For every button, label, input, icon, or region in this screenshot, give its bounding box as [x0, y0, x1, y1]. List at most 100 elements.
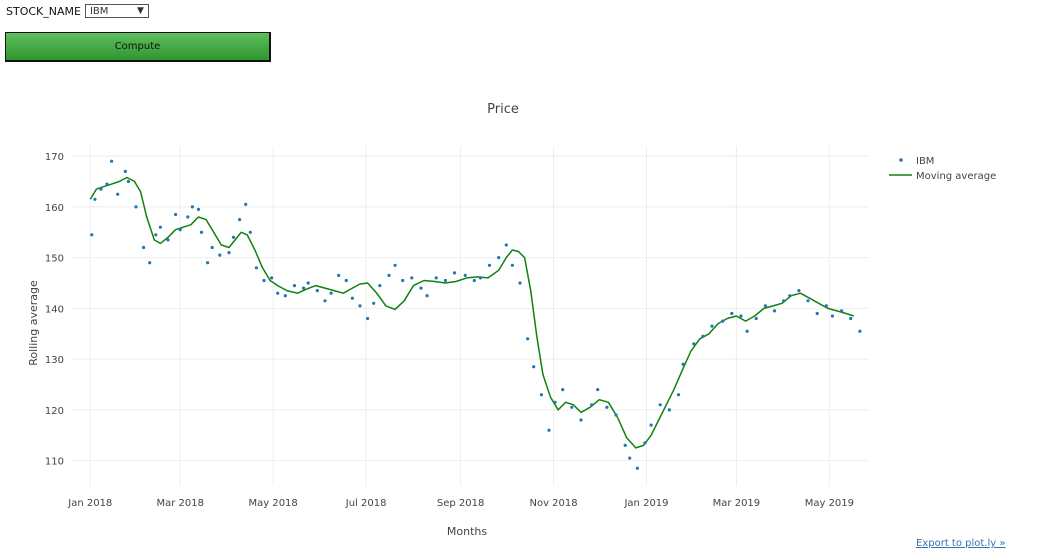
data-point: [134, 205, 138, 209]
data-point: [532, 365, 536, 369]
data-point: [539, 393, 544, 397]
data-point: [772, 309, 777, 313]
data-point: [730, 311, 734, 316]
data-point: [452, 271, 457, 275]
y-axis-label: Rolling average: [27, 280, 40, 366]
x-tick-label: Mar 2019: [713, 498, 761, 509]
y-tick-label: 120: [45, 406, 64, 417]
data-point: [270, 276, 274, 280]
data-point: [667, 408, 672, 412]
data-point: [518, 281, 522, 285]
stock-name-label: STOCK_NAME: [6, 4, 81, 18]
data-point: [596, 388, 600, 392]
data-point: [754, 316, 758, 321]
legend-label-ibm: IBM: [916, 156, 934, 167]
x-tick-label: May 2019: [805, 498, 854, 509]
data-point: [99, 187, 103, 191]
data-point: [90, 233, 94, 237]
moving-average-line: [89, 176, 855, 449]
data-point: [676, 393, 681, 397]
data-point: [692, 342, 696, 346]
data-point: [323, 299, 327, 303]
data-point: [393, 263, 397, 267]
data-point: [276, 291, 280, 295]
data-point: [262, 278, 266, 283]
x-tick-label: Sep 2018: [437, 498, 484, 509]
data-point: [635, 466, 640, 470]
data-point: [605, 405, 609, 409]
data-point: [487, 263, 492, 267]
data-point: [166, 238, 170, 242]
data-point: [196, 207, 201, 211]
x-tick-label: Jan 2019: [623, 498, 668, 509]
data-point: [425, 294, 429, 298]
data-point: [337, 273, 341, 277]
data-point: [158, 225, 162, 229]
data-point: [358, 304, 362, 308]
data-point: [561, 388, 565, 392]
data-point: [254, 266, 258, 270]
data-point: [116, 192, 120, 196]
data-point: [178, 228, 182, 232]
data-point: [649, 423, 653, 427]
data-point: [739, 314, 743, 318]
data-point: [410, 276, 414, 280]
legend-label-moving-average: Moving average: [916, 171, 996, 182]
data-point: [858, 329, 862, 333]
data-point: [283, 294, 287, 298]
data-point: [186, 215, 190, 219]
y-tick-label: 170: [45, 152, 64, 163]
data-point: [658, 403, 662, 407]
data-point: [105, 182, 109, 186]
data-point: [721, 319, 725, 323]
data-point: [329, 291, 333, 295]
data-point: [238, 218, 242, 222]
data-point: [497, 256, 501, 260]
x-tick-label: Jul 2018: [345, 498, 387, 509]
data-point: [763, 304, 768, 308]
compute-button[interactable]: Compute: [5, 32, 271, 62]
data-point: [815, 311, 819, 316]
data-point: [434, 276, 438, 280]
data-point: [628, 456, 632, 460]
data-point: [306, 281, 310, 285]
data-point: [231, 235, 236, 239]
data-point: [401, 278, 405, 283]
data-point: [830, 314, 835, 318]
chart-title: Price: [487, 102, 519, 117]
y-tick-label: 130: [45, 355, 64, 366]
data-point: [244, 202, 248, 206]
y-tick-label: 110: [45, 457, 64, 468]
data-point: [199, 230, 204, 234]
x-tick-label: Nov 2018: [529, 498, 577, 509]
data-point: [643, 441, 647, 445]
data-point: [378, 284, 382, 288]
stock-name-value: IBM: [89, 5, 109, 17]
data-point: [126, 179, 130, 184]
data-point: [248, 230, 252, 234]
export-to-plotly-link[interactable]: Export to plot.ly »: [916, 538, 1006, 549]
data-point: [478, 276, 482, 280]
data-point: [681, 362, 685, 366]
x-tick-label: Mar 2018: [156, 498, 204, 509]
data-point: [344, 278, 348, 283]
data-point: [526, 337, 530, 341]
y-tick-label: 150: [45, 254, 64, 265]
data-point: [218, 253, 222, 257]
data-point: [315, 289, 319, 293]
data-point: [590, 403, 594, 407]
data-point: [210, 245, 214, 250]
data-point: [190, 205, 194, 209]
data-point: [443, 278, 447, 283]
data-point: [292, 284, 297, 288]
data-point: [745, 329, 749, 333]
data-point: [419, 286, 423, 290]
stock-name-select[interactable]: IBM ▼: [84, 4, 149, 18]
controls-bar: STOCK_NAME IBM ▼: [6, 4, 149, 18]
data-point: [302, 286, 306, 290]
x-tick-label: May 2018: [248, 498, 297, 509]
x-tick-label: Jan 2018: [67, 498, 112, 509]
data-point: [350, 296, 354, 300]
data-point: [797, 289, 801, 293]
